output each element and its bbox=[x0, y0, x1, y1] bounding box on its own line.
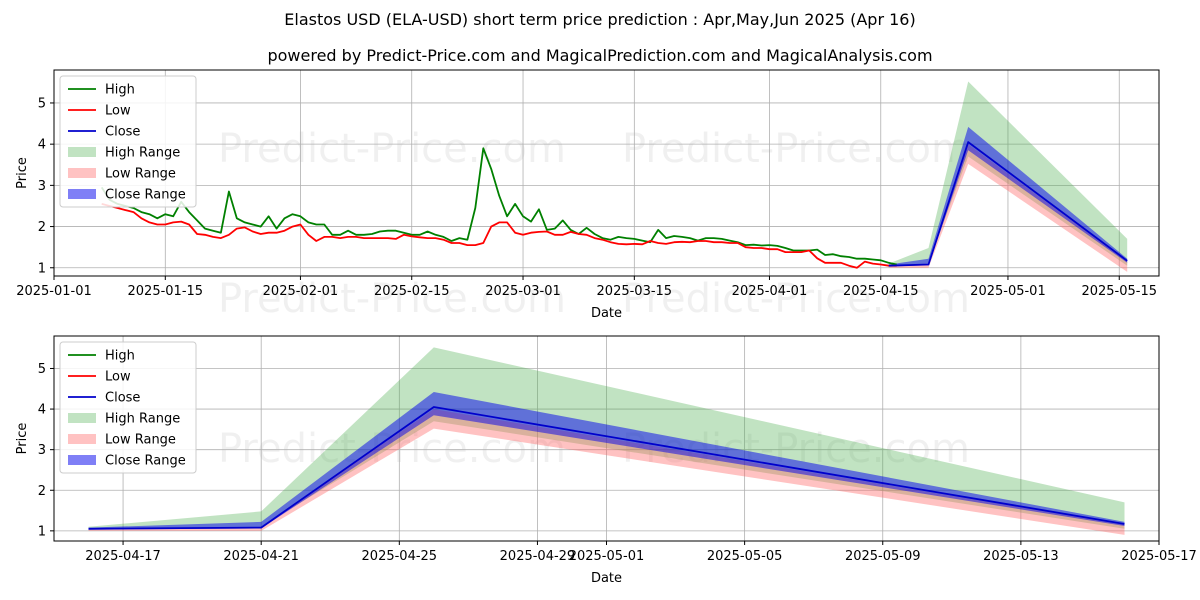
chart-subtitle: powered by Predict-Price.com and Magical… bbox=[267, 46, 933, 65]
x-tick-label: 2025-02-01 bbox=[263, 284, 339, 299]
legend-swatch-band bbox=[68, 455, 96, 465]
legend-box bbox=[59, 75, 197, 208]
plot-area-top bbox=[100, 81, 1128, 272]
y-axis-label: Price bbox=[15, 423, 30, 455]
watermark-text: Predict-Price.com bbox=[218, 126, 566, 172]
legend-label: Low bbox=[105, 370, 131, 385]
x-tick-label: 2025-01-15 bbox=[128, 284, 204, 299]
y-tick-label: 2 bbox=[38, 484, 46, 499]
y-tick-label: 5 bbox=[38, 96, 46, 111]
legend: High Low Close High Range Low Range Close Ran… bbox=[59, 75, 197, 208]
y-tick-label: 3 bbox=[38, 179, 46, 194]
legend-swatch-band bbox=[68, 168, 96, 178]
axes-frame bbox=[53, 69, 1160, 277]
watermark-text: Predict-Price.com bbox=[622, 276, 970, 322]
legend-swatch-band bbox=[68, 413, 96, 423]
legend-label: High Range bbox=[105, 146, 180, 161]
y-tick-label: 5 bbox=[38, 362, 46, 377]
close-series-line bbox=[88, 406, 1125, 530]
plot-bottom: Predict-Price.com Predict-Price.com2025-0… bbox=[15, 335, 1197, 586]
legend: High Low Close High Range Low Range Close Ran… bbox=[59, 341, 197, 474]
x-axis-label: Date bbox=[591, 571, 622, 586]
x-tick-label: 2025-02-15 bbox=[374, 284, 450, 299]
legend-label: Close bbox=[105, 125, 140, 140]
plot-area-bottom bbox=[88, 347, 1125, 535]
x-tick-label: 2025-05-09 bbox=[845, 549, 921, 564]
x-tick-label: 2025-04-21 bbox=[223, 549, 299, 564]
y-tick-label: 2 bbox=[38, 220, 46, 235]
x-tick-label: 2025-05-05 bbox=[707, 549, 783, 564]
close-series-line bbox=[888, 141, 1128, 267]
legend-label: Low bbox=[105, 104, 131, 119]
x-tick-label: 2025-05-01 bbox=[569, 549, 645, 564]
low-series-line bbox=[101, 203, 897, 269]
x-tick-label: 2025-04-25 bbox=[362, 549, 438, 564]
y-axis-label: Price bbox=[15, 157, 30, 189]
legend-label: Close Range bbox=[105, 188, 186, 203]
x-tick-label: 2025-05-01 bbox=[970, 284, 1046, 299]
x-tick-label: 2025-04-17 bbox=[85, 549, 161, 564]
legend-label: High Range bbox=[105, 412, 180, 427]
legend-label: Close Range bbox=[105, 454, 186, 469]
watermark-text: Predict-Price.com bbox=[218, 276, 566, 322]
x-tick-label: 2025-03-15 bbox=[597, 284, 673, 299]
legend-swatch-band bbox=[68, 147, 96, 157]
y-tick-label: 4 bbox=[38, 403, 46, 418]
chart-title: Elastos USD (ELA-USD) short term price p… bbox=[284, 10, 916, 29]
high-series-line bbox=[100, 147, 897, 266]
legend-swatch-band bbox=[68, 189, 96, 199]
legend-label: High bbox=[105, 349, 135, 364]
watermark-text: Predict-Price.com bbox=[622, 126, 970, 172]
legend-label: High bbox=[105, 83, 135, 98]
plot-top: Predict-Price.com Predict-Price.com Predic… bbox=[15, 69, 1160, 322]
x-tick-label: 2025-04-01 bbox=[732, 284, 808, 299]
x-tick-label: 2025-01-01 bbox=[16, 284, 92, 299]
x-tick-label: 2025-03-01 bbox=[485, 284, 561, 299]
y-tick-label: 1 bbox=[38, 524, 46, 539]
legend-label: Low Range bbox=[105, 433, 176, 448]
x-axis-label: Date bbox=[591, 306, 622, 321]
x-tick-label: 2025-04-15 bbox=[843, 284, 919, 299]
x-tick-label: 2025-05-15 bbox=[1081, 284, 1157, 299]
legend-swatch-band bbox=[68, 434, 96, 444]
y-tick-label: 4 bbox=[38, 138, 46, 153]
legend-box bbox=[59, 341, 197, 474]
x-tick-label: 2025-05-13 bbox=[983, 549, 1059, 564]
legend-label: Close bbox=[105, 391, 140, 406]
y-tick-label: 3 bbox=[38, 443, 46, 458]
x-tick-label: 2025-04-29 bbox=[500, 549, 576, 564]
legend-label: Low Range bbox=[105, 167, 176, 182]
y-tick-label: 1 bbox=[38, 261, 46, 276]
x-tick-label: 2025-05-17 bbox=[1121, 549, 1197, 564]
